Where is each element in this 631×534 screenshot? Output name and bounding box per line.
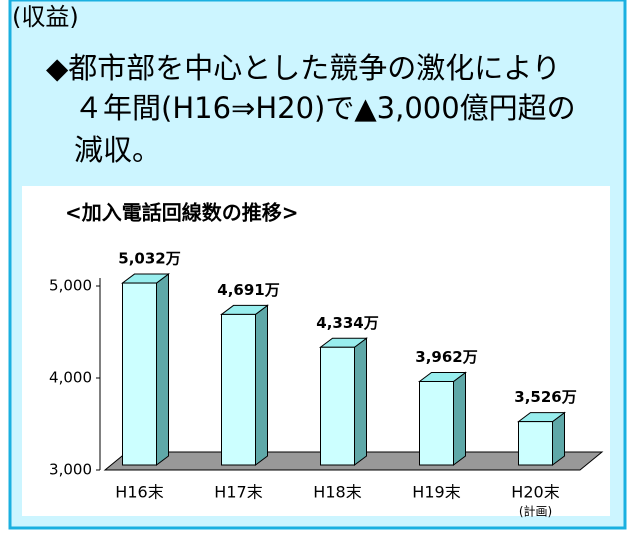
x-tick-label: H18末 (313, 483, 361, 502)
bar-side (453, 371, 466, 466)
value-label: 3,962万 (415, 348, 477, 366)
bullet-line: 減収。 (74, 133, 161, 167)
bar-front (122, 282, 157, 466)
bar-front (221, 313, 256, 466)
value-label: 4,691万 (217, 281, 279, 299)
bar (121, 273, 170, 466)
x-tick-label: H19末 (412, 483, 460, 502)
value-label: 3,526万 (514, 388, 576, 406)
y-tick-label: 3,000 (49, 461, 92, 479)
chart-title: <加入電話回線数の推移> (65, 201, 299, 225)
y-tick-label: 4,000 (49, 369, 92, 387)
bar-side (255, 304, 268, 466)
bullet-line: ４年間(H16⇒H20)で▲3,000億円超の (74, 91, 576, 125)
x-tick-label: H20末 (511, 483, 559, 502)
bar-front (518, 421, 553, 466)
bar-front (419, 380, 454, 466)
bar (517, 411, 566, 466)
bar-side (354, 337, 367, 466)
heading: (収益) (12, 3, 79, 31)
bar-front (320, 346, 355, 466)
value-label: 4,334万 (316, 314, 378, 332)
x-tick-label: H17末 (214, 483, 262, 502)
bar (319, 337, 368, 466)
x-tick-label: H16末 (115, 483, 163, 502)
bar-side (156, 273, 169, 466)
bullet-line: ◆都市部を中心とした競争の激化により (46, 51, 561, 85)
bar (220, 304, 269, 466)
value-label: 5,032万 (118, 250, 180, 268)
y-tick-label: 5,000 (49, 277, 92, 295)
bar (418, 371, 467, 466)
x-tick-note: (計画) (519, 504, 552, 519)
